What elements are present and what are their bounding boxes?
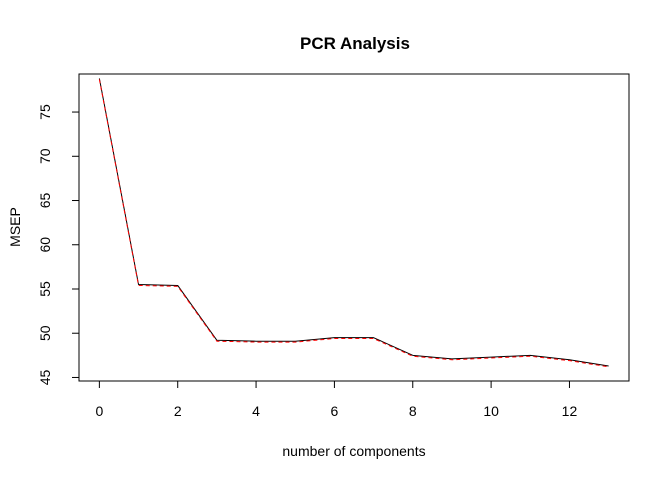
y-tick-label: 50 <box>37 325 53 341</box>
y-tick-label: 70 <box>37 148 53 164</box>
x-tick-label: 4 <box>252 403 260 419</box>
x-tick-label: 6 <box>331 403 339 419</box>
x-tick-label: 2 <box>174 403 182 419</box>
series-line-solid <box>98 78 609 367</box>
series-layer <box>98 78 609 368</box>
x-tick-label: 12 <box>562 403 578 419</box>
y-axis-label: MSEP <box>7 207 23 247</box>
y-tick-label: 60 <box>37 237 53 253</box>
y-axis: 45 50 55 60 65 70 75 <box>37 104 80 385</box>
y-tick-label: 65 <box>37 193 53 209</box>
x-tick-label: 10 <box>483 403 499 419</box>
x-tick-label: 8 <box>409 403 417 419</box>
y-tick-label: 45 <box>37 369 53 385</box>
series-line-dashed <box>98 79 609 368</box>
x-tick-label: 0 <box>95 403 103 419</box>
x-axis-label: number of components <box>282 443 425 459</box>
y-tick-label: 55 <box>37 281 53 297</box>
x-axis: 0 2 4 6 8 10 12 <box>95 380 578 419</box>
plot-frame <box>78 73 630 382</box>
chart-title: PCR Analysis <box>300 34 410 53</box>
y-tick-label: 75 <box>37 104 53 120</box>
